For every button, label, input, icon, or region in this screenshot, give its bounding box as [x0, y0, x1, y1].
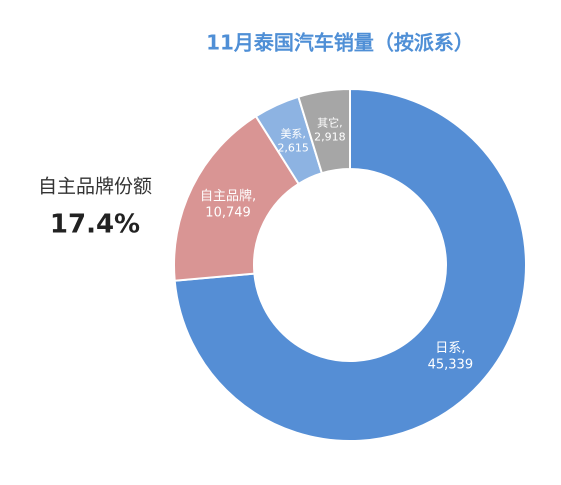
slice-value-label: 45,339 [428, 358, 474, 373]
slice-category-label: 日系, [435, 341, 465, 356]
slice-value-label: 10,749 [205, 206, 251, 221]
slice-value-label: 2,918 [314, 131, 346, 144]
donut-slice [173, 114, 301, 282]
slice-category-label: 美系, [280, 127, 306, 140]
annotation-label: 自主品牌份额 [38, 176, 152, 198]
slice-category-label: 其它, [317, 115, 343, 129]
annotation-value: 17.4% [50, 210, 140, 240]
donut-slice [173, 87, 527, 442]
chart-title: 11月泰国汽车销量（按派系） [206, 31, 474, 55]
slice-category-label: 自主品牌, [200, 188, 256, 204]
donut-slice [297, 87, 351, 175]
slice-value-label: 2,615 [277, 142, 309, 155]
